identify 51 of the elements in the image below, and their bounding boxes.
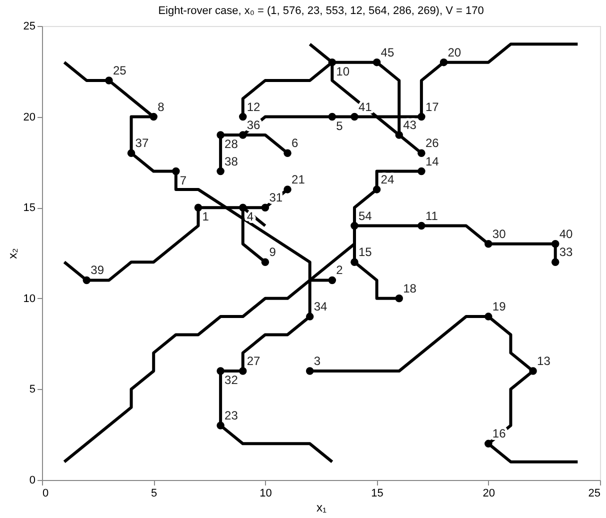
y-tick-label: 5 [29,384,36,396]
annotation: 33 [559,245,574,260]
annotation: 1 [202,210,210,224]
annotation: 7 [180,173,187,188]
annotation: 30 [492,226,506,241]
annotation: 38 [224,154,238,168]
y-tick-label: 0 [29,474,36,486]
x-tick-label: 10 [260,488,272,500]
annotation: 20 [448,45,462,60]
y-tick-label: 15 [23,202,36,214]
annotation: 37 [135,136,149,150]
x-tick-label: 20 [482,488,496,500]
annotation: 40 [559,226,574,241]
annotation: 3 [314,354,321,368]
annotation: 24 [380,172,394,186]
annotation: 8 [158,100,165,114]
y-tick-label: 10 [23,292,36,305]
annotation: 11 [425,208,438,223]
x-axis-title: x₁ [316,500,327,514]
annotation: 9 [269,245,276,260]
y-axis-title: x₂ [5,248,20,259]
annotation: 10 [336,64,350,78]
annotation: 21 [292,172,306,186]
chart-title: Eight-rover case, x₀ = (1, 576, 23, 553, 12, 564, 286, 269), V = 170 [158,5,484,17]
annotation: 25 [112,63,127,78]
annotation: 19 [492,300,506,314]
x-tick-label: 5 [151,488,158,500]
y-tick-label: 25 [23,20,36,32]
annotation: 18 [403,281,417,296]
x-tick-label: 15 [371,488,384,500]
annotation: 2 [336,263,344,278]
annotation: 13 [537,354,551,368]
annotation: 26 [425,136,440,150]
annotation: 34 [314,300,328,314]
annotation: 27 [246,354,261,368]
annotation: 45 [380,45,394,60]
annotation: 39 [90,263,104,278]
annotation: 17 [425,100,440,114]
annotation: 15 [358,245,372,260]
annotation: 28 [224,136,238,151]
annotation: 6 [292,136,299,150]
annotation: 5 [336,118,344,133]
x-tick-label: 25 [588,488,600,500]
annotation: 43 [403,118,417,132]
annotation: 12 [246,100,261,114]
annotation: 54 [358,208,372,223]
annotation: 32 [224,373,238,388]
y-tick-label: 20 [23,111,36,124]
annotation: 23 [224,408,238,423]
annotation: 14 [425,154,440,168]
x-tick-label: 0 [42,488,49,500]
